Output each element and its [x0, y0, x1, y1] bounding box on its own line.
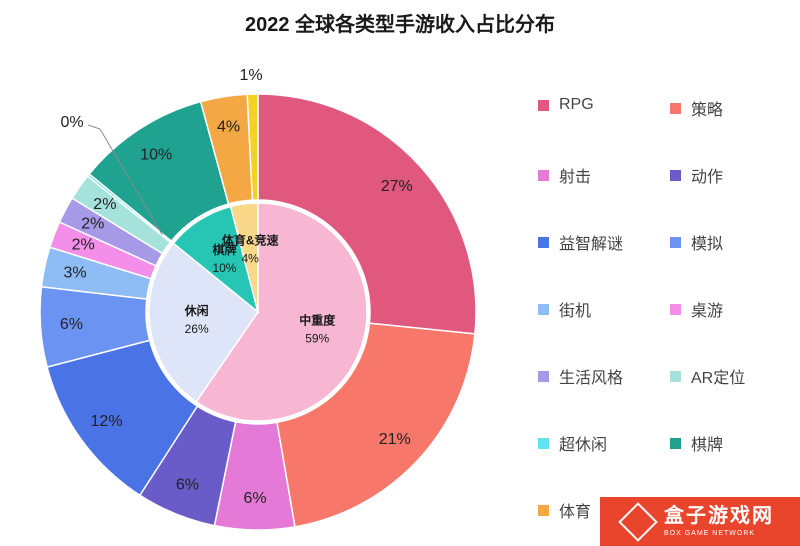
- legend-item: 益智解谜: [538, 230, 623, 254]
- legend-swatch: [670, 437, 681, 449]
- legend-label: 射击: [559, 169, 592, 186]
- outer-data-label: 0%: [60, 114, 83, 131]
- legend-item: RPG: [538, 96, 594, 114]
- legend-item: AR定位: [670, 364, 745, 388]
- outer-slice-1: [257, 93, 477, 335]
- legend-swatch: [538, 437, 549, 449]
- inner-data-label: 26%: [185, 322, 209, 336]
- legend-item: 体育: [538, 498, 591, 522]
- outer-data-label: 6%: [176, 476, 199, 493]
- legend-swatch: [538, 303, 549, 315]
- inner-slice-4: [229, 202, 259, 313]
- inner-data-label: 59%: [305, 332, 329, 346]
- legend-swatch: [670, 303, 681, 315]
- inner-data-label: 10%: [212, 261, 236, 275]
- outer-data-label: 12%: [91, 413, 123, 430]
- legend-label: 动作: [691, 169, 724, 186]
- watermark-subtitle: BOX GAME NETWORK: [664, 530, 756, 537]
- outer-data-label: 27%: [381, 178, 413, 195]
- inner-category-label: 中重度: [299, 313, 336, 328]
- outer-data-label: 2%: [93, 196, 116, 213]
- legend-label: 街机: [559, 303, 592, 320]
- legend-swatch: [538, 504, 549, 516]
- legend-swatch: [538, 370, 549, 382]
- inner-category-label: 休闲: [184, 303, 209, 318]
- legend-item: 桌游: [670, 297, 723, 321]
- inner-category-label: 棋牌: [212, 242, 236, 257]
- legend-label: RPG: [559, 96, 594, 113]
- legend-label: 超休闲: [559, 437, 608, 454]
- outer-data-label: 1%: [239, 67, 262, 84]
- box-logo-icon: [618, 501, 658, 542]
- inner-label-group: 体育&竞速 4%: [222, 233, 279, 266]
- inner-category-label: 体育&竞速: [222, 233, 279, 248]
- outer-data-label: 3%: [64, 264, 87, 281]
- legend-label: 桌游: [691, 303, 724, 320]
- outer-data-label: 2%: [81, 216, 104, 233]
- legend-swatch: [538, 169, 549, 181]
- legend-item: 生活风格: [538, 364, 623, 388]
- outer-data-label: 21%: [379, 431, 411, 448]
- legend-label: 策略: [691, 102, 724, 119]
- outer-data-label: 6%: [244, 490, 267, 507]
- chart-title: 2022 全球各类型手游收入占比分布: [244, 14, 556, 36]
- donut-chart: 27% 21% 6% 6% 12% 6% 3% 2% 2% 2% 0% 10% 4% 1% 中重度 59% 休闲…: [39, 67, 477, 531]
- outer-data-label: 4%: [217, 119, 240, 136]
- legend-item: 模拟: [670, 230, 723, 254]
- legend-swatch: [670, 236, 681, 248]
- outer-data-label: 6%: [60, 316, 83, 333]
- inner-label-group: 棋牌 10%: [212, 242, 236, 275]
- legend-label: 体育: [559, 504, 592, 521]
- inner-data-label: 4%: [241, 252, 259, 266]
- legend-swatch: [670, 102, 681, 114]
- outer-slice-2: [276, 322, 476, 528]
- legend-swatch: [538, 99, 549, 111]
- legend-label: 益智解谜: [559, 236, 624, 253]
- legend-swatch: [670, 169, 681, 181]
- legend-label: AR定位: [691, 370, 746, 387]
- watermark-name: 盒子游戏网: [664, 505, 774, 527]
- inner-label-group: 休闲 26%: [184, 303, 209, 336]
- legend-item: 棋牌: [670, 431, 723, 455]
- legend-item: 动作: [670, 163, 723, 187]
- legend-item: 射击: [538, 163, 591, 187]
- legend-label: 模拟: [691, 236, 724, 253]
- leader-line: [87, 124, 163, 235]
- inner-slice-1: [195, 202, 368, 422]
- legend-label: 生活风格: [559, 370, 624, 387]
- inner-slice-2: [148, 242, 260, 403]
- outer-data-label: 10%: [140, 146, 172, 163]
- legend-swatch: [538, 236, 549, 248]
- legend-item: 街机: [538, 297, 591, 321]
- inner-label-group: 中重度 59%: [299, 313, 336, 346]
- legend-label: 棋牌: [691, 437, 724, 454]
- legend-swatch: [670, 370, 681, 382]
- legend-item: 策略: [670, 96, 723, 120]
- outer-data-label: 2%: [72, 237, 95, 254]
- outer-slice-14: [246, 93, 259, 201]
- site-watermark: 盒子游戏网 BOX GAME NETWORK: [600, 497, 800, 546]
- legend-item: 超休闲: [538, 431, 607, 455]
